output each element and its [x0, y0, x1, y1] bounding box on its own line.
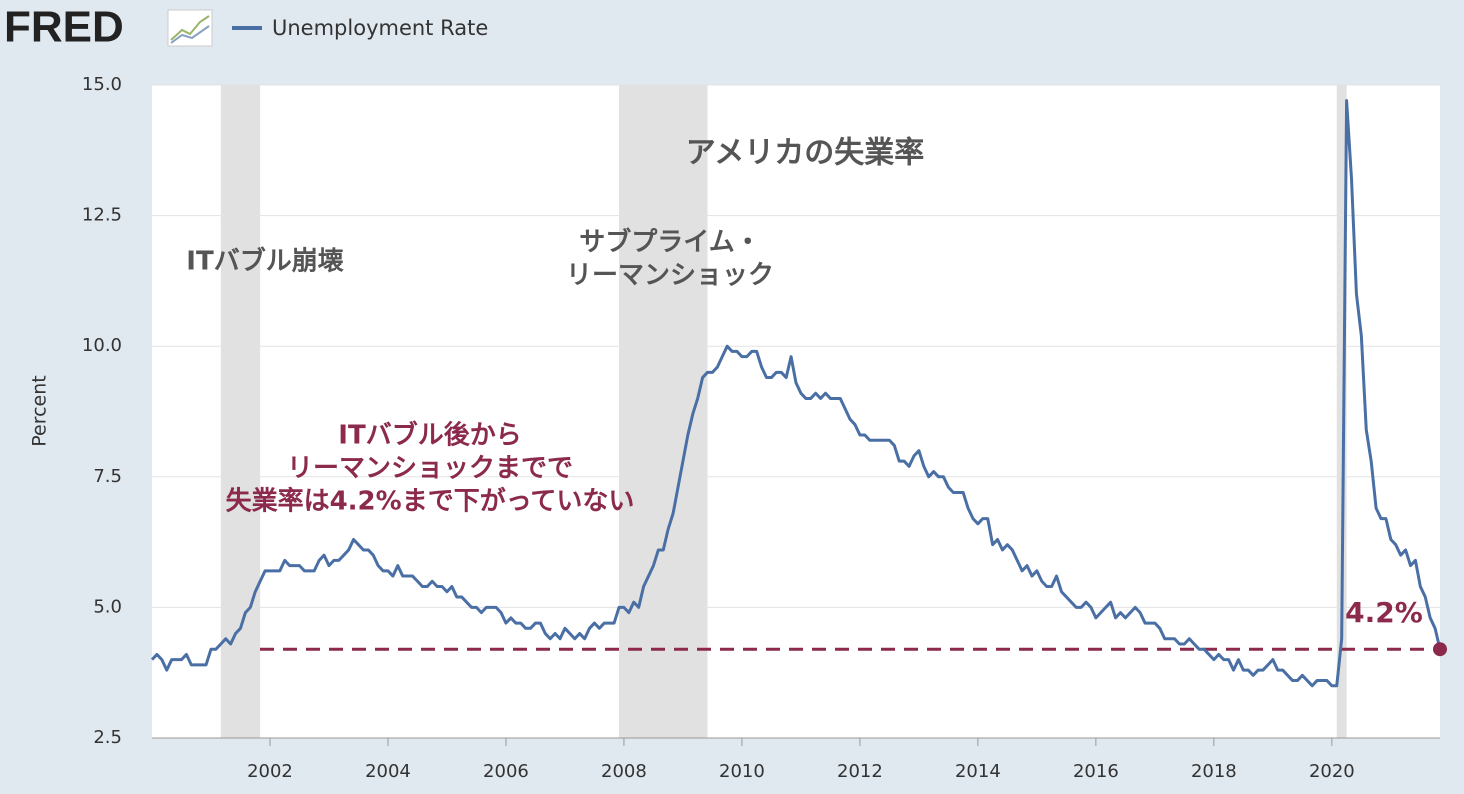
annotation: サブプライム・ [579, 227, 760, 258]
x-tick-label: 2006 [483, 761, 529, 782]
logo[interactable]: FRED [4, 3, 124, 52]
y-tick-label: 15.0 [82, 74, 122, 95]
x-tick-label: 2002 [247, 761, 293, 782]
x-tick-label: 2020 [1309, 761, 1355, 782]
y-tick-label: 12.5 [82, 205, 122, 226]
x-tick-label: 2018 [1191, 761, 1237, 782]
y-axis-label: Percent [29, 375, 51, 447]
x-tick-label: 2008 [601, 761, 647, 782]
chart-title: アメリカの失業率 [686, 136, 925, 171]
legend-label: Unemployment Rate [272, 16, 488, 40]
annotation: 失業率は4.2%まで下がっていない [226, 486, 635, 517]
y-tick-label: 10.0 [82, 335, 122, 356]
recession-band [1336, 85, 1347, 738]
reference-label: 4.2% [1345, 596, 1423, 629]
last-point [1433, 642, 1447, 657]
x-tick-label: 2010 [719, 761, 765, 782]
plot-area [152, 85, 1440, 738]
annotation: リーマンショック [566, 261, 774, 291]
series-line [150, 99, 1442, 688]
y-tick-label: 5.0 [93, 596, 122, 617]
y-tick-label: 2.5 [93, 727, 122, 748]
x-tick-label: 2014 [955, 761, 1001, 782]
x-tick-label: 2004 [365, 761, 411, 782]
annotation: リーマンショックまでで [287, 454, 573, 484]
x-tick-label: 2012 [837, 761, 883, 782]
y-tick-label: 7.5 [93, 466, 122, 487]
logo-icon [167, 9, 213, 47]
x-tick-label: 2016 [1073, 761, 1119, 782]
annotation: ITバブル崩壊 [186, 246, 343, 277]
annotation: ITバブル後から [338, 420, 521, 451]
